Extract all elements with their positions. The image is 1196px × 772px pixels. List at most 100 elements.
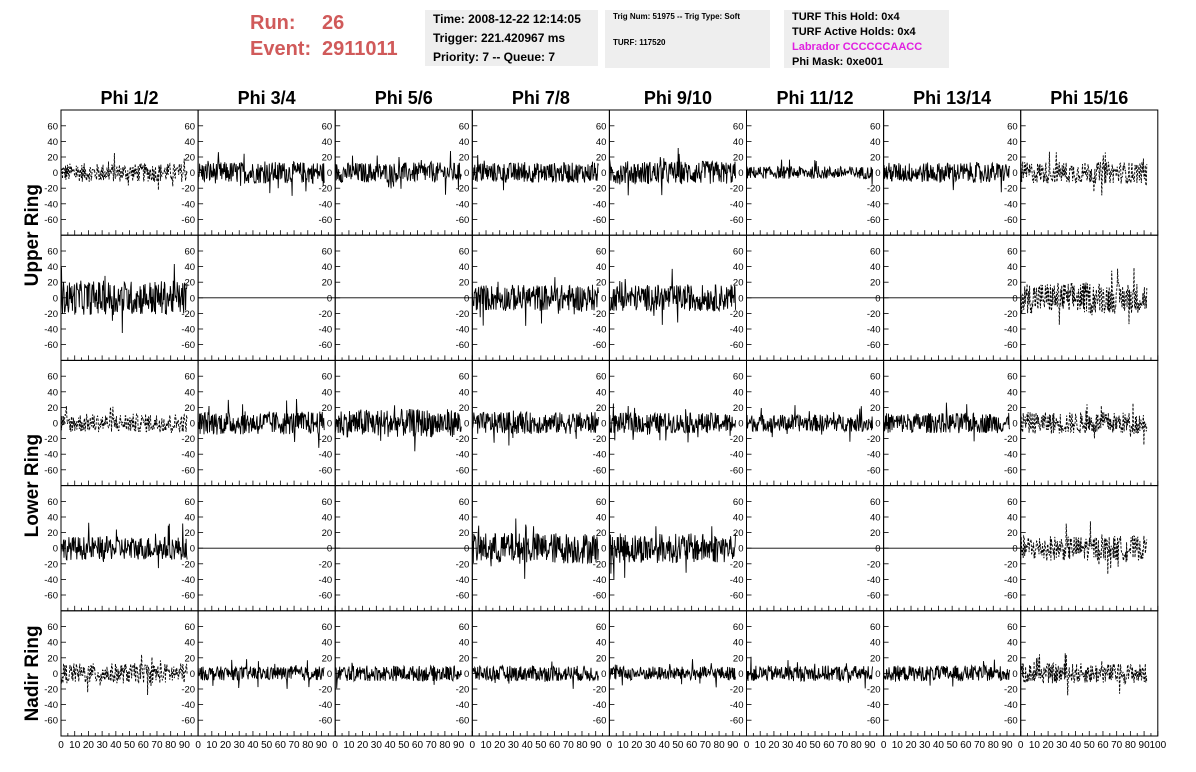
y-tick-label: 0	[464, 544, 469, 555]
x-tick-label: 10	[480, 740, 492, 751]
y-tick-label: 20	[596, 403, 607, 414]
y-tick-label: 20	[1007, 653, 1018, 664]
waveform-trace	[471, 410, 599, 446]
y-tick-label: 40	[322, 137, 333, 148]
x-tick-label: 90	[864, 740, 876, 751]
column-title: Phi 11/12	[777, 88, 854, 108]
y-tick-label: -20	[456, 685, 470, 696]
y-tick-label: 20	[47, 528, 58, 539]
y-tick-label: 0	[1012, 419, 1017, 430]
waveform-trace	[746, 656, 874, 689]
y-tick-label: -40	[456, 575, 470, 586]
waveform-panel: -60 -40 -20 0 20 40 60	[867, 359, 1022, 487]
y-tick-label: -20	[593, 685, 607, 696]
y-tick-label: -20	[1004, 309, 1018, 320]
y-tick-label: 20	[1007, 153, 1018, 164]
y-tick-label: 0	[601, 544, 606, 555]
y-tick-label: -40	[593, 575, 607, 586]
y-tick-label: -20	[181, 685, 195, 696]
turf-text: TURF: 117520	[613, 38, 666, 47]
x-tick-label: 80	[165, 740, 177, 751]
y-tick-label: 40	[596, 137, 607, 148]
ring-label: Upper Ring	[22, 184, 43, 286]
y-tick-label: 0	[738, 293, 743, 304]
x-tick-label: 40	[384, 740, 396, 751]
x-tick-label: 80	[714, 740, 726, 751]
column-title: Phi 1/2	[101, 88, 159, 108]
waveform-trace	[608, 403, 736, 443]
waveform-panel: -60 -40 -20 0 20 40 60	[456, 234, 610, 361]
x-tick-label: 20	[1043, 740, 1055, 751]
x-tick-label: 40	[1070, 740, 1082, 751]
y-tick-label: 60	[1007, 372, 1018, 383]
ring-label: Lower Ring	[22, 434, 43, 537]
x-tick-label: 30	[371, 740, 383, 751]
waveform-panel: -60 -40 -20 0 20 40 60	[44, 485, 199, 612]
run-event-box: Run: 26 Event: 2911011	[250, 10, 398, 62]
y-tick-label: 40	[870, 137, 881, 148]
y-tick-label: 0	[464, 419, 469, 430]
y-tick-label: -60	[730, 215, 744, 226]
y-tick-label: 40	[733, 638, 744, 649]
waveform-trace	[60, 522, 188, 569]
waveform-trace	[883, 402, 1011, 442]
x-tick-label: 30	[1056, 740, 1068, 751]
y-tick-label: -40	[181, 199, 195, 210]
waveform-panel: -60 -40 -20 0 20 40 60	[181, 109, 336, 236]
column-title: Phi 13/14	[913, 88, 991, 108]
x-tick-label: 30	[508, 740, 520, 751]
x-tick-label: 50	[947, 740, 959, 751]
x-tick-label: 90	[727, 740, 739, 751]
x-tick-label: 60	[823, 740, 835, 751]
y-tick-label: -20	[318, 685, 332, 696]
y-tick-label: -40	[593, 450, 607, 461]
y-tick-label: -40	[44, 325, 58, 336]
x-tick-label: 20	[220, 740, 232, 751]
y-tick-label: 20	[47, 153, 58, 164]
y-tick-label: -40	[456, 199, 470, 210]
y-tick-label: 0	[190, 293, 195, 304]
x-tick-label: 50	[124, 740, 136, 751]
y-tick-label: 0	[601, 419, 606, 430]
y-tick-label: -20	[730, 685, 744, 696]
time-info-box: Time: 2008-12-22 12:14:05 Trigger: 221.4…	[425, 10, 598, 66]
x-tick-label: 0	[881, 740, 887, 751]
y-tick-label: -20	[593, 309, 607, 320]
x-tick-label: 50	[398, 740, 410, 751]
waveform-trace	[471, 154, 599, 191]
ring-label: Nadir Ring	[22, 625, 43, 721]
y-tick-label: 40	[596, 387, 607, 398]
y-tick-label: -20	[1004, 184, 1018, 195]
y-tick-label: 20	[1007, 403, 1018, 414]
waveform-panel: -60 -40 -20 0 20 40 60	[456, 359, 610, 487]
y-tick-label: -60	[1004, 215, 1018, 226]
y-tick-label: -60	[867, 215, 881, 226]
y-tick-label: -20	[867, 309, 881, 320]
waveform-panel: -60 -40 -20 0 20 40 60	[44, 109, 199, 236]
waveform-panel: -60 -40 -20 0 20 40 60	[867, 610, 1022, 737]
y-tick-label: -20	[456, 434, 470, 445]
y-tick-label: -60	[1004, 340, 1018, 351]
y-tick-label: 40	[870, 262, 881, 273]
y-tick-label: 20	[733, 653, 744, 664]
y-tick-label: -60	[181, 465, 195, 476]
y-tick-label: 0	[464, 669, 469, 680]
event-value: 2911011	[322, 38, 398, 60]
y-tick-label: 20	[1007, 278, 1018, 289]
y-tick-label: 20	[185, 153, 196, 164]
y-tick-label: -40	[44, 575, 58, 586]
x-tick-label: 70	[837, 740, 849, 751]
trigger-text: Trigger: 221.420967 ms	[433, 31, 566, 45]
x-tick-label: 20	[357, 740, 369, 751]
waveform-panel: -60 -40 -20 0 20 40 60	[1004, 109, 1159, 236]
y-tick-label: 0	[190, 544, 195, 555]
y-tick-label: 20	[1007, 528, 1018, 539]
y-tick-label: 20	[870, 528, 881, 539]
y-tick-label: -60	[730, 591, 744, 602]
x-tick-label: 0	[607, 740, 613, 751]
y-tick-label: -40	[181, 700, 195, 711]
waveform-panel: -60 -40 -20 0 20 40 60	[730, 359, 885, 487]
y-tick-label: -20	[867, 559, 881, 570]
y-tick-label: -40	[867, 700, 881, 711]
y-tick-label: 60	[596, 497, 607, 508]
